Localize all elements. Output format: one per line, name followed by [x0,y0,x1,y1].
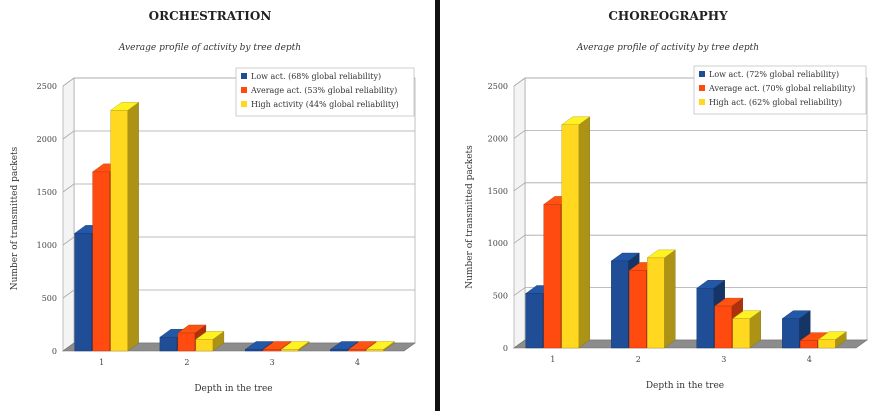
legend-swatch [241,87,247,93]
x-axis-label: Depth in the tree [646,381,724,391]
choreography-chart: CHOREOGRAPHY Average profile of activity … [465,9,868,391]
bar [366,349,384,352]
y-gridline [513,129,867,139]
y-tick-label: 2000 [37,135,57,144]
bar-side [127,101,139,352]
legend-box [693,65,867,115]
y-gridline [62,236,415,246]
y-gridline [513,234,867,244]
bar [647,257,665,349]
chart-title: CHOREOGRAPHY [608,9,728,23]
bar [818,339,836,349]
y-tick-label: 500 [42,294,57,303]
y-gridline [513,287,867,296]
legend-box [235,67,415,117]
plot-side-wall [62,77,75,352]
bar [543,204,561,349]
bar-side [664,249,676,349]
bar [177,332,196,352]
x-tick-label: 1 [99,358,104,367]
bar [262,349,281,352]
legend-swatch [699,71,705,77]
bar [92,171,110,352]
x-tick-label: 3 [270,358,275,367]
x-tick-label: 4 [807,355,812,364]
chart-subtitle: Average profile of activity by tree dept… [118,43,301,53]
choreography-chart-panel: CHOREOGRAPHY Average profile of activity … [443,0,871,411]
legend-label: Average act. (53% global reliability) [250,86,397,95]
y-tick-label: 500 [493,292,508,301]
bar [244,349,263,352]
legend-label: Average act. (70% global reliability) [708,84,855,93]
bar [714,305,732,349]
bar [782,318,800,349]
chart-subtitle: Average profile of activity by tree dept… [576,43,759,53]
bar [110,110,128,352]
y-gridline [513,182,867,192]
y-gridline [62,289,415,299]
bar [74,233,92,352]
chart-title: ORCHESTRATION [149,9,272,23]
y-tick-label: 0 [503,344,508,353]
bar [629,270,647,349]
y-axis-label: Number of transmitted packets [10,146,20,290]
y-tick-label: 2500 [488,82,508,91]
y-tick-label: 1500 [37,188,57,197]
x-tick-label: 2 [636,355,641,364]
bar [525,293,543,349]
legend-label: Low act. (72% global reliability) [709,70,839,79]
legend-swatch [241,101,247,107]
x-axis-label: Depth in the tree [194,384,272,394]
y-tick-label: 2500 [37,82,57,91]
orchestration-chart: ORCHESTRATION Average profile of activity… [10,9,416,394]
x-tick-label: 2 [184,358,189,367]
panel-divider [435,0,440,411]
x-tick-label: 3 [721,355,726,364]
bar [696,288,714,349]
bar [611,260,629,349]
legend-label: High activity (44% global reliability) [251,100,399,109]
bar [195,339,214,352]
y-axis-label: Number of transmitted packets [465,145,475,289]
legend-swatch [699,99,705,105]
bar [732,318,750,349]
orchestration-chart-panel: ORCHESTRATION Average profile of activity… [0,0,434,411]
legend-label: Low act. (68% global reliability) [251,72,381,81]
legend: Low act. (72% global reliability) Average… [693,65,867,115]
legend-swatch [699,85,705,91]
y-gridline [62,183,415,193]
legend-swatch [241,73,247,79]
bar [561,124,579,349]
x-tick-label: 4 [355,358,360,367]
bar [800,340,818,349]
y-tick-label: 0 [52,347,57,356]
bar [280,349,299,352]
plot-side-wall [513,77,526,349]
bar [159,337,178,352]
legend-label: High act. (62% global reliability) [709,98,842,107]
bar [330,349,348,352]
x-tick-label: 1 [550,355,555,364]
y-tick-label: 1000 [488,239,508,248]
bar [348,349,366,352]
y-tick-label: 1500 [488,187,508,196]
y-tick-label: 2000 [488,134,508,143]
legend: Low act. (68% global reliability) Average… [235,67,415,117]
y-gridline [62,130,415,140]
bar-side [578,116,590,349]
y-tick-label: 1000 [37,241,57,250]
